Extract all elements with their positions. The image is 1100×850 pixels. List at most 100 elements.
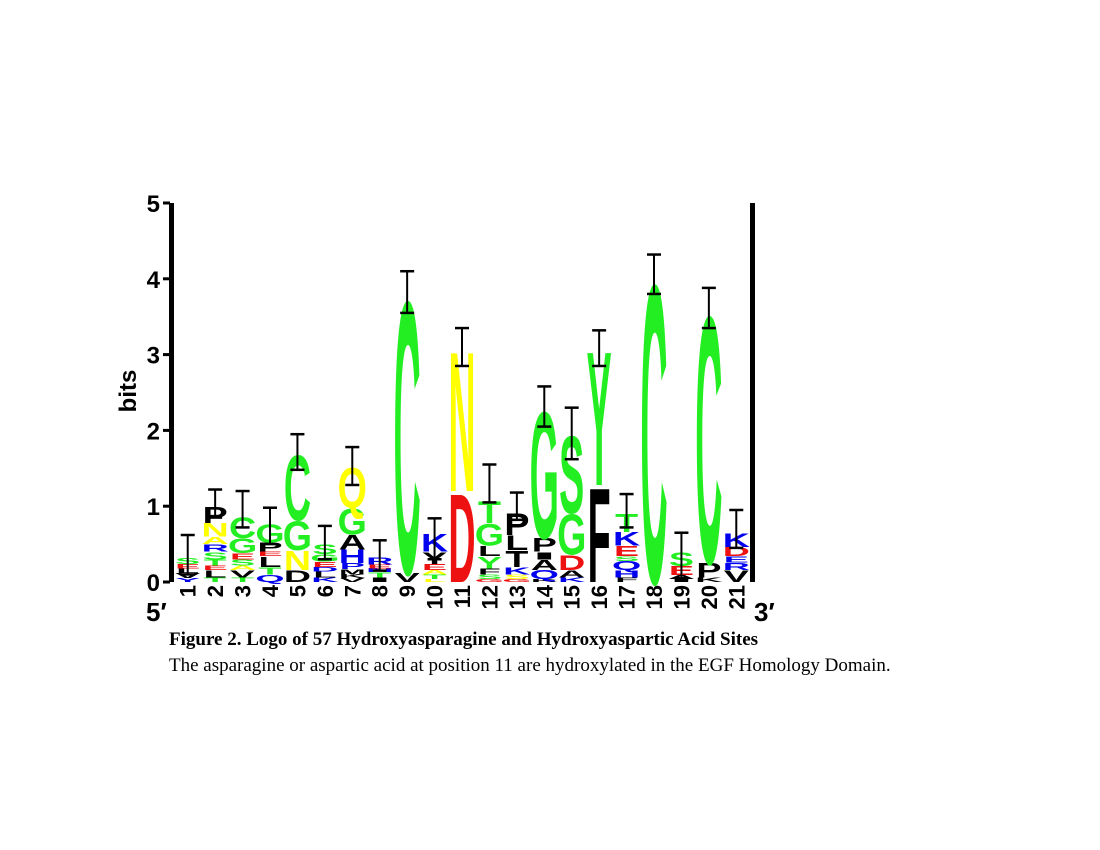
logo-letter: E — [724, 555, 749, 565]
x-position-label: 3 — [231, 585, 256, 597]
logo-letter: K — [311, 576, 339, 583]
x-position-label: 19 — [669, 585, 694, 609]
logo-letter: G — [228, 535, 257, 558]
logo-letter: T — [478, 496, 501, 531]
x-position-label: 8 — [368, 585, 393, 597]
logo-letter: I — [668, 578, 694, 583]
y-tick-label: 4 — [147, 267, 161, 294]
logo-letter: K — [503, 565, 530, 577]
logo-letter: T — [505, 546, 528, 572]
error-bar — [208, 488, 223, 519]
logo-letter: T — [204, 576, 228, 583]
error-bar — [647, 253, 661, 296]
logo-letter: K — [558, 576, 586, 583]
logo-letter: K — [613, 529, 641, 550]
logo-letter: P — [532, 535, 557, 556]
logo-letter: Q — [612, 559, 641, 573]
logo-letter: M — [339, 568, 365, 576]
logo-letter: G — [475, 518, 504, 553]
error-bar — [317, 524, 332, 561]
logo-letter: A — [339, 531, 366, 554]
y-tick-mark — [163, 580, 170, 584]
logo-letter: V — [340, 577, 365, 583]
logo-letter: G — [338, 501, 367, 543]
logo-letter: L — [313, 570, 336, 580]
logo-letter: E — [312, 560, 337, 568]
error-bar — [509, 491, 524, 522]
logo-letter: S — [504, 573, 529, 580]
logo-letter: N — [202, 520, 229, 541]
logo-letter: P — [340, 561, 365, 571]
logo-letter: H — [339, 547, 366, 568]
logo-letter: N — [284, 545, 311, 576]
logo-letter: D — [284, 568, 311, 586]
logo-letter: A — [421, 569, 448, 576]
error-bar — [592, 329, 607, 368]
five-prime-label: 5′ — [146, 597, 167, 627]
error-bar — [537, 385, 552, 428]
error-bar — [729, 508, 744, 550]
x-position-label: 16 — [587, 585, 612, 609]
logo-letter: T — [204, 558, 227, 568]
y-tick-mark — [163, 353, 170, 357]
x-position-label: 21 — [724, 585, 749, 609]
error-bar — [345, 445, 360, 487]
logo-letter: G — [557, 504, 586, 568]
logo-letter: R — [202, 542, 229, 554]
caption-text: The asparagine or aspartic acid at posit… — [169, 655, 891, 676]
logo-stacks: YVLESTLETSRANPTVASEGCQTLEPGDNGCKLDEGSVKM… — [175, 197, 750, 673]
error-bar — [619, 492, 634, 529]
logo-letter: Q — [530, 568, 559, 582]
y-tick-mark — [163, 428, 170, 432]
x-position-label: 17 — [615, 585, 640, 609]
error-bar — [427, 517, 442, 561]
x-position-label: 7 — [340, 585, 365, 597]
logo-letter: V — [724, 568, 750, 586]
logo-letter: G — [475, 578, 504, 583]
logo-letter: S — [614, 555, 639, 562]
logo-letter: A — [531, 557, 558, 574]
logo-letter: L — [204, 568, 227, 580]
logo-letter: F — [588, 459, 611, 610]
logo-letter: E — [614, 543, 639, 560]
logo-letter: V — [230, 568, 256, 580]
logo-letter: P — [696, 559, 721, 582]
logo-letter: G — [502, 578, 531, 583]
error-bars — [180, 253, 744, 580]
y-tick-label: 2 — [147, 418, 160, 445]
y-axis-line — [169, 203, 174, 582]
logo-letter: K — [339, 574, 367, 580]
logo-letter: L — [259, 554, 282, 571]
logo-letter: E — [257, 551, 282, 558]
y-tick-label: 3 — [147, 343, 160, 370]
three-prime-label: 3′ — [754, 597, 775, 627]
error-bar — [455, 326, 469, 368]
logo-letter: H — [613, 568, 640, 580]
error-bar — [263, 506, 277, 546]
logo-letter: L — [478, 543, 501, 560]
x-position-label: 6 — [313, 585, 338, 597]
y-tick-label: 0 — [147, 570, 160, 597]
y-axis-label: bits — [115, 370, 142, 413]
right-border-line — [750, 203, 755, 582]
logo-letter: S — [203, 550, 228, 562]
error-bar — [400, 269, 415, 315]
error-bar — [482, 463, 497, 504]
error-bar — [235, 489, 250, 529]
logo-letter: I — [367, 576, 393, 583]
y-tick-mark — [163, 201, 170, 205]
x-position-label: 11 — [450, 585, 475, 608]
logo-letter: G — [283, 513, 312, 559]
logo-letter: T — [423, 573, 447, 580]
error-bar — [701, 286, 716, 330]
x-axis-labels: 1 2 3 4 5 6 7 8 9 10 11 12 13 14 15 16 17 18 19 20 21 — [176, 584, 750, 609]
y-tick-mark — [163, 504, 170, 508]
x-position-label: 10 — [423, 585, 448, 609]
